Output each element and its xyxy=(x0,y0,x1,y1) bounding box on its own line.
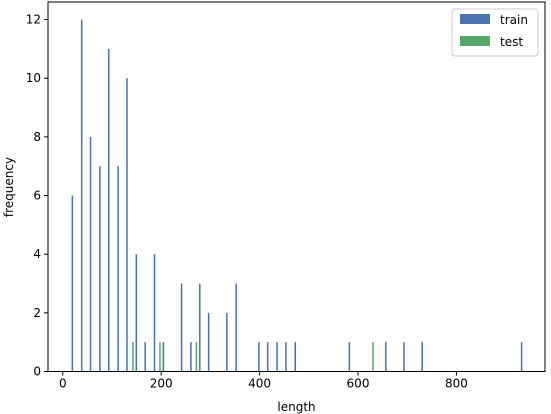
bar-train-17 xyxy=(258,342,260,372)
bar-train-6 xyxy=(126,78,128,372)
bar-train-10 xyxy=(162,342,165,372)
bar-train-3 xyxy=(99,166,101,372)
x-axis-ticks: 0 200 400 600 800 xyxy=(59,371,468,391)
bar-train-18 xyxy=(266,342,269,372)
bar-train-4 xyxy=(108,48,110,372)
legend: train test xyxy=(451,8,539,57)
y-axis-label: frequency xyxy=(2,157,16,217)
bar-train-22 xyxy=(348,342,351,372)
x-axis-label: length xyxy=(277,400,315,414)
bar-train-19 xyxy=(276,342,278,372)
x-tick-label-0: 0 xyxy=(59,377,67,391)
bar-train-14 xyxy=(207,312,210,372)
bar-train-24 xyxy=(403,342,405,372)
bar-train-7 xyxy=(135,254,138,372)
y-tick-label-6: 6 xyxy=(33,189,41,203)
y-tick-label-8: 8 xyxy=(33,130,41,144)
legend-label-test: test xyxy=(500,35,523,49)
bar-test-1 xyxy=(159,342,161,372)
x-tick-label-400: 400 xyxy=(248,377,271,391)
bars-layer xyxy=(71,19,523,372)
bar-test-2 xyxy=(195,342,198,372)
y-tick-label-10: 10 xyxy=(26,71,41,85)
bar-train-11 xyxy=(180,283,183,372)
x-tick-label-600: 600 xyxy=(347,377,370,391)
bar-train-13 xyxy=(199,283,201,372)
bar-train-9 xyxy=(153,254,156,372)
bar-train-21 xyxy=(294,342,297,372)
plot-frame xyxy=(47,1,546,372)
bar-train-1 xyxy=(80,19,83,372)
bar-train-0 xyxy=(71,195,74,372)
bar-train-25 xyxy=(421,342,423,372)
legend-swatch-test xyxy=(460,36,490,46)
bar-train-20 xyxy=(285,342,287,372)
y-tick-label-2: 2 xyxy=(33,306,41,320)
bar-train-15 xyxy=(226,312,228,372)
bar-train-23 xyxy=(385,342,387,372)
y-tick-label-4: 4 xyxy=(33,247,41,261)
bar-train-5 xyxy=(117,166,119,372)
y-tick-label-12: 12 xyxy=(26,13,41,27)
legend-swatch-train xyxy=(460,14,490,24)
bar-train-8 xyxy=(144,342,146,372)
bar-train-2 xyxy=(89,136,92,372)
bar-test-3 xyxy=(372,342,374,372)
bar-train-16 xyxy=(235,283,237,372)
x-tick-label-200: 200 xyxy=(150,377,173,391)
x-tick-label-800: 800 xyxy=(445,377,468,391)
bar-train-26 xyxy=(520,342,523,372)
y-tick-label-0: 0 xyxy=(33,365,41,379)
bar-test-0 xyxy=(132,342,134,372)
bar-train-12 xyxy=(190,342,192,372)
y-axis-ticks: 0 2 4 6 8 10 12 xyxy=(26,13,48,379)
legend-label-train: train xyxy=(500,13,528,27)
